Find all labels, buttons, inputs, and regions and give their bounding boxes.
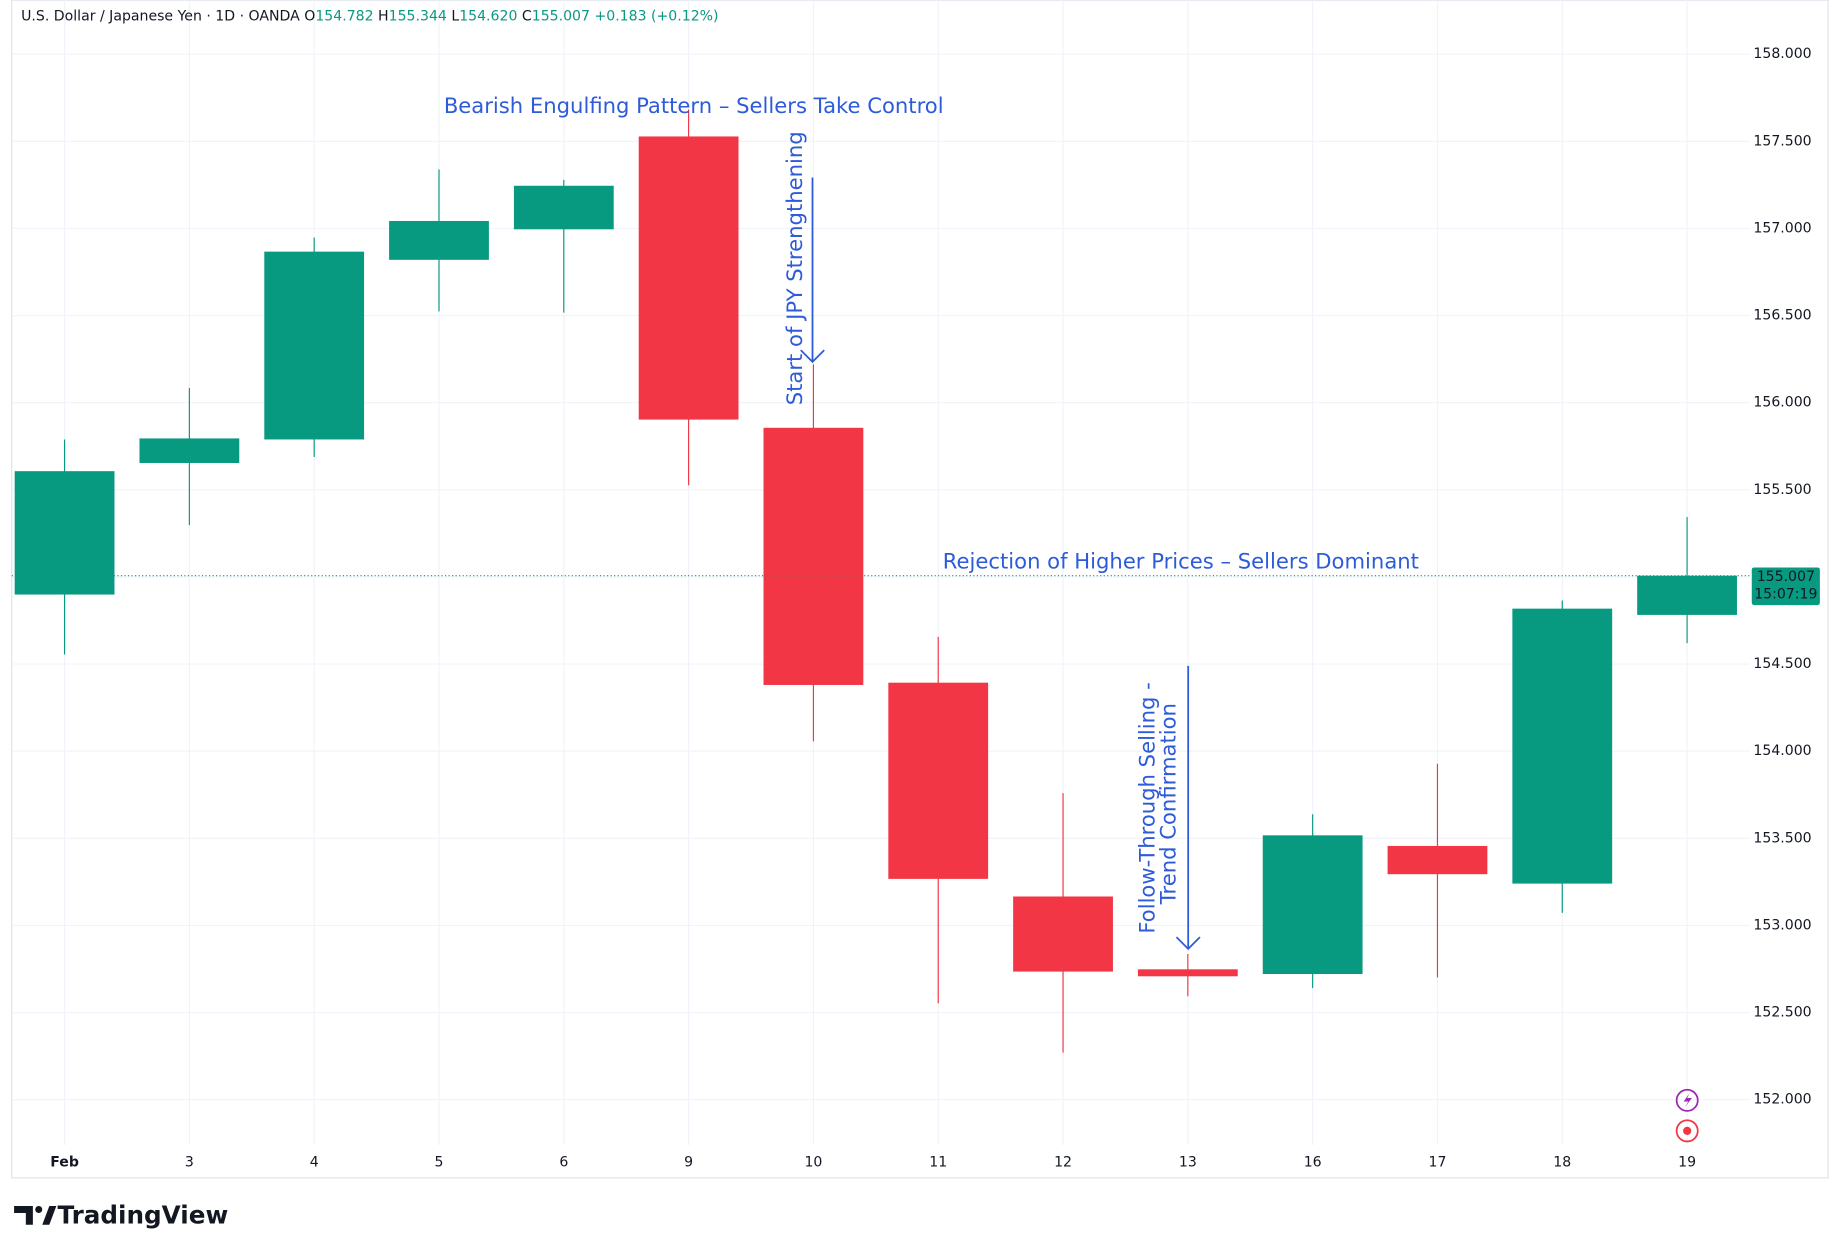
y-tick-label: 157.500 bbox=[1753, 133, 1811, 149]
candle-body bbox=[888, 682, 989, 879]
y-tick-label: 153.500 bbox=[1753, 830, 1811, 846]
y-tick-label: 152.500 bbox=[1753, 1005, 1811, 1021]
x-tick-label: 3 bbox=[185, 1155, 194, 1171]
chart-frame bbox=[11, 0, 1829, 1179]
icon-record[interactable] bbox=[1675, 1119, 1699, 1143]
high-value: 155.344 bbox=[389, 9, 447, 25]
low-label: L bbox=[451, 9, 459, 25]
y-tick-label: 153.000 bbox=[1753, 917, 1811, 933]
annotation: Trend Confirmation bbox=[1155, 703, 1180, 905]
x-tick-label: 9 bbox=[684, 1155, 693, 1171]
annotation: Start of JPY Strengthening bbox=[782, 131, 807, 405]
last-price-label: 155.007 bbox=[1757, 569, 1815, 585]
close-label: C bbox=[522, 9, 532, 25]
brand-name: TradingView bbox=[58, 1201, 229, 1230]
logo-dot bbox=[35, 1206, 43, 1214]
candle-body bbox=[139, 438, 240, 463]
annotation: Follow-Through Selling - bbox=[1134, 682, 1159, 933]
x-tick-label: 10 bbox=[804, 1155, 822, 1171]
chart-header: U.S. Dollar / Japanese Yen · 1D · OANDA … bbox=[21, 9, 718, 25]
y-tick-label: 154.500 bbox=[1753, 656, 1811, 672]
candle-body bbox=[1637, 575, 1737, 615]
annotation-arrowhead bbox=[1175, 936, 1201, 951]
open-value: 154.782 bbox=[315, 9, 373, 25]
open-label: O bbox=[304, 9, 315, 25]
x-tick-label: 4 bbox=[310, 1155, 319, 1171]
candle-body bbox=[1013, 896, 1113, 972]
candle-body bbox=[1387, 845, 1488, 875]
icon-record-dot bbox=[1683, 1126, 1692, 1135]
y-tick-label: 152.000 bbox=[1753, 1092, 1811, 1108]
x-tick-label: 12 bbox=[1054, 1155, 1072, 1171]
logo-slash bbox=[42, 1206, 57, 1225]
symbol: U.S. Dollar / Japanese Yen · 1D · OANDA bbox=[21, 9, 300, 25]
candle-body bbox=[763, 427, 864, 685]
last-price-box bbox=[1751, 567, 1820, 606]
low-value: 154.620 bbox=[459, 9, 517, 25]
x-tick-label: 19 bbox=[1678, 1155, 1696, 1171]
close-value: 155.007 bbox=[532, 9, 590, 25]
candle-body bbox=[1512, 608, 1613, 884]
y-tick-label: 156.500 bbox=[1753, 308, 1811, 324]
x-tick-label: 6 bbox=[559, 1155, 568, 1171]
y-tick-label: 155.500 bbox=[1753, 482, 1811, 498]
icon-flash-glyph bbox=[1683, 1093, 1692, 1108]
annotation: Rejection of Higher Prices – Sellers Dom… bbox=[943, 549, 1419, 574]
candle-body bbox=[264, 251, 365, 440]
x-tick-label: 18 bbox=[1553, 1155, 1571, 1171]
icon-flash[interactable] bbox=[1675, 1088, 1699, 1112]
candle-body bbox=[1137, 969, 1238, 977]
x-tick-label: 13 bbox=[1179, 1155, 1197, 1171]
grid bbox=[11, 0, 1750, 1145]
y-tick-label: 158.000 bbox=[1753, 46, 1811, 62]
x-tick-label: 16 bbox=[1304, 1155, 1322, 1171]
candle-body bbox=[1262, 835, 1363, 975]
x-tick-label: 11 bbox=[929, 1155, 947, 1171]
annotation-arrowhead bbox=[800, 349, 825, 364]
y-tick-label: 156.000 bbox=[1753, 395, 1811, 411]
annotation: Bearish Engulfing Pattern – Sellers Take… bbox=[444, 93, 944, 118]
x-tick-label: 5 bbox=[435, 1155, 444, 1171]
status-icons bbox=[1675, 1088, 1699, 1143]
countdown-label: 15:07:19 bbox=[1754, 587, 1817, 603]
candle-body bbox=[14, 471, 115, 595]
candle-body bbox=[389, 220, 489, 260]
x-tick-label: 17 bbox=[1428, 1155, 1446, 1171]
y-tick-label: 154.000 bbox=[1753, 743, 1811, 759]
candle-body bbox=[638, 136, 739, 420]
logo-mark bbox=[14, 1206, 33, 1225]
y-tick-label: 157.000 bbox=[1753, 220, 1811, 236]
change-value: +0.183 (+0.12%) bbox=[594, 9, 718, 25]
x-tick-label: Feb bbox=[50, 1155, 79, 1171]
candle-body bbox=[513, 185, 614, 230]
brand-logo: TradingView bbox=[14, 1201, 228, 1230]
high-label: H bbox=[378, 9, 389, 25]
